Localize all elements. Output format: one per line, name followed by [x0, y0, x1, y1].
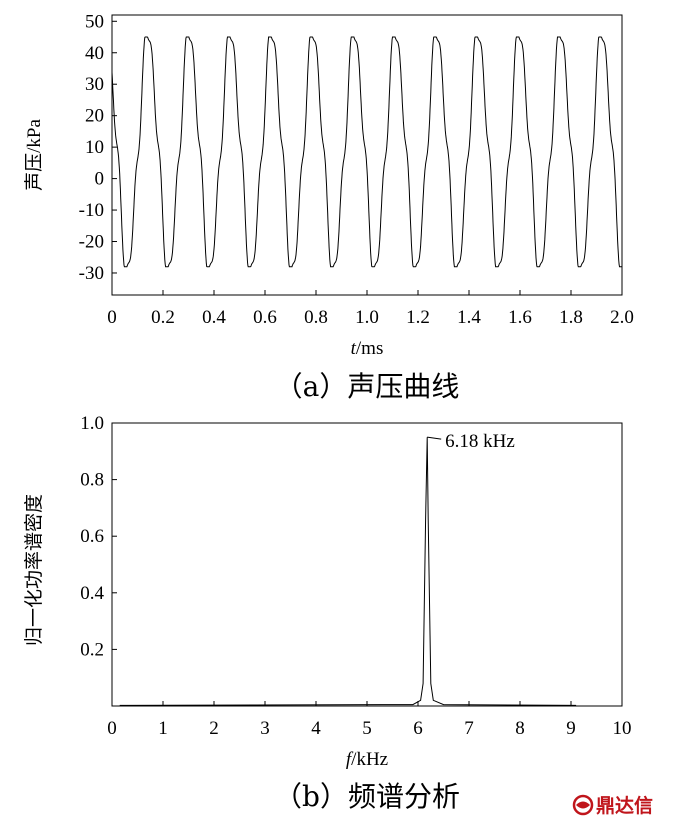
y-tick-label: 1.0	[80, 413, 104, 434]
x-tick-label: 8	[515, 718, 525, 739]
chart-b-frame	[111, 422, 623, 707]
x-tick-label: 0	[107, 718, 117, 739]
chart-b-y-ticks: 1.0 0.8 0.6 0.4 0.2	[80, 413, 117, 660]
chart-b-ylabel: 归一化功率谱密度	[23, 494, 45, 646]
x-tick-label: 0.2	[151, 307, 175, 328]
x-tick-label: 2.0	[610, 307, 634, 328]
y-tick-label: -30	[79, 263, 104, 284]
chart-b-series-line	[119, 437, 577, 706]
chart-b-annotation-leader	[427, 436, 442, 440]
y-tick-label: 30	[85, 74, 104, 95]
x-tick-label: 7	[464, 718, 474, 739]
chart-a-series-line	[111, 36, 622, 268]
chart-a-ylabel: 声压/kPa	[23, 119, 45, 191]
watermark-text: 鼎达信	[596, 794, 653, 817]
y-tick-label: -20	[79, 232, 104, 253]
y-tick-label: 0.8	[80, 470, 104, 491]
x-tick-label: 4	[311, 718, 321, 739]
chart-b-x-ticks: 0 1 2 3 4 5 6 7 8 9 10	[107, 701, 632, 739]
chart-a-xlabel-unit: /ms	[356, 338, 383, 359]
y-tick-label: 0.4	[80, 583, 104, 604]
x-tick-label: 1	[158, 718, 168, 739]
chart-a-xlabel: t/ms	[351, 338, 384, 359]
x-tick-label: 0	[107, 307, 117, 328]
y-tick-label: 0.6	[80, 526, 104, 547]
chart-a-x-ticks: 0 0.2 0.4 0.6 0.8 1.0 1.2 1.4 1.6 1.8 2.0	[107, 290, 634, 328]
x-tick-label: 2	[209, 718, 219, 739]
x-tick-label: 9	[566, 718, 576, 739]
chart-b: 1.0 0.8 0.6 0.4 0.2 0 1 2 3 4 5 6 7 8 9 10 6.18 kHz 归一…	[23, 413, 632, 813]
x-tick-label: 1.2	[406, 307, 430, 328]
chart-a-caption: （a）声压曲线	[275, 370, 460, 403]
chart-b-xlabel-unit: /kHz	[351, 749, 388, 770]
y-tick-label: 40	[85, 43, 104, 64]
x-tick-label: 1.0	[355, 307, 379, 328]
x-tick-label: 0.8	[304, 307, 328, 328]
watermark-logo: 鼎达信	[572, 794, 653, 817]
chart-a-frame	[111, 14, 623, 296]
y-tick-label: 50	[85, 11, 104, 32]
chart-b-xlabel-var: f	[346, 749, 354, 770]
y-tick-label: 10	[85, 137, 104, 158]
x-tick-label: 0.6	[253, 307, 277, 328]
y-tick-label: -10	[79, 200, 104, 221]
chart-a-y-ticks: 50 40 30 20 10 0 -10 -20 -30	[79, 11, 117, 284]
x-tick-label: 6	[413, 718, 423, 739]
x-tick-label: 3	[260, 718, 270, 739]
y-tick-label: 0	[95, 169, 105, 190]
x-tick-label: 1.4	[457, 307, 481, 328]
chart-a: 50 40 30 20 10 0 -10 -20 -30 0 0.2 0.4 0.6 0.8 1.0 1.2…	[23, 11, 634, 403]
logo-icon	[572, 794, 594, 816]
x-tick-label: 1.8	[559, 307, 583, 328]
chart-a-xlabel-var: t	[351, 338, 357, 359]
x-tick-label: 5	[362, 718, 372, 739]
x-tick-label: 0.4	[202, 307, 226, 328]
y-tick-label: 20	[85, 106, 104, 127]
chart-b-caption: （b）频谱分析	[274, 780, 460, 813]
chart-b-annotation-peak: 6.18 kHz	[445, 431, 515, 452]
chart-b-xlabel: f/kHz	[346, 749, 388, 770]
y-tick-label: 0.2	[80, 639, 104, 660]
x-tick-label: 10	[613, 718, 632, 739]
x-tick-label: 1.6	[508, 307, 532, 328]
